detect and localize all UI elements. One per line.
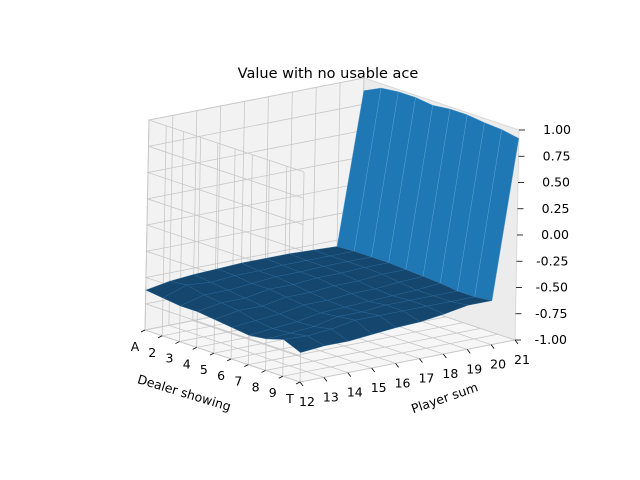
x-tick-mark — [295, 381, 301, 385]
surface-mesh — [145, 87, 520, 353]
y-tick-label: 20 — [490, 357, 506, 372]
x-tick-label: A — [131, 339, 140, 354]
x-tick-label: 9 — [269, 385, 277, 400]
y-tick-mark — [466, 349, 471, 354]
z-tick-label: -0.75 — [535, 306, 567, 321]
x-tick-label: 8 — [252, 379, 260, 394]
grid-line — [192, 320, 348, 374]
z-tick-label: 0.75 — [543, 148, 571, 163]
z-tick-label: -1.00 — [535, 332, 567, 347]
y-tick-label: 12 — [299, 394, 315, 409]
y-tick-mark — [443, 353, 447, 359]
y-tick-mark — [371, 367, 375, 373]
x-tick-label: 5 — [200, 362, 208, 377]
z-tick-label: -0.25 — [536, 253, 568, 268]
y-tick-label: 19 — [466, 361, 482, 376]
y-tick-mark — [514, 339, 519, 345]
x-tick-label: 3 — [165, 351, 173, 366]
grid-line — [282, 333, 498, 377]
z-tick-label: 0.00 — [541, 227, 569, 242]
x-tick-mark — [158, 335, 163, 339]
z-tick-label: -0.50 — [536, 280, 568, 295]
x-tick-mark — [209, 352, 215, 356]
chart-title: Value with no usable ace — [238, 66, 419, 82]
y-tick-label: 14 — [347, 385, 363, 400]
y-tick-mark — [347, 372, 352, 377]
z-tick-label: 0.50 — [542, 175, 570, 190]
x-tick-mark — [192, 346, 197, 350]
y-tick-label: 21 — [514, 352, 530, 367]
x-tick-mark — [244, 364, 249, 368]
z-tick-label: 1.00 — [543, 122, 571, 137]
x-tick-mark — [175, 341, 180, 344]
grid-line — [168, 324, 325, 378]
x-tick-label: T — [285, 391, 294, 406]
x-tick-label: 2 — [148, 345, 156, 360]
grid-line — [146, 130, 364, 225]
y-tick-mark — [419, 358, 423, 363]
y-tick-label: 15 — [371, 380, 387, 395]
y-tick-label: 18 — [442, 366, 458, 381]
grid-line — [145, 156, 363, 252]
x-tick-label: 6 — [217, 368, 225, 383]
grid-line — [146, 103, 364, 199]
grid-line — [147, 77, 365, 173]
y-tick-label: 17 — [418, 371, 434, 386]
grid-line — [265, 328, 481, 371]
grid-line — [299, 339, 516, 383]
x-tick-mark — [226, 358, 232, 362]
x-tick-label: 7 — [234, 374, 242, 389]
y-tick-mark — [299, 381, 304, 387]
x-tick-mark — [140, 329, 146, 333]
axis-ticks: A 2 3 4 5 6 7 8 9 T 12 13 14 15 16 17 18 19 20 21 1.00 0.75 0.… — [131, 122, 571, 409]
grid-line — [248, 322, 464, 366]
z-tick-label: 0.25 — [542, 201, 570, 216]
x-tick-mark — [261, 370, 266, 373]
surface-facet — [283, 335, 326, 353]
y-tick-mark — [395, 363, 399, 368]
y-tick-mark — [323, 377, 328, 382]
y-tick-mark — [490, 344, 495, 349]
y-tick-label: 13 — [323, 389, 339, 404]
grid-line — [145, 182, 363, 278]
y-tick-label: 16 — [395, 375, 411, 390]
x-tick-label: 4 — [183, 356, 191, 371]
x-tick-mark — [278, 375, 283, 379]
